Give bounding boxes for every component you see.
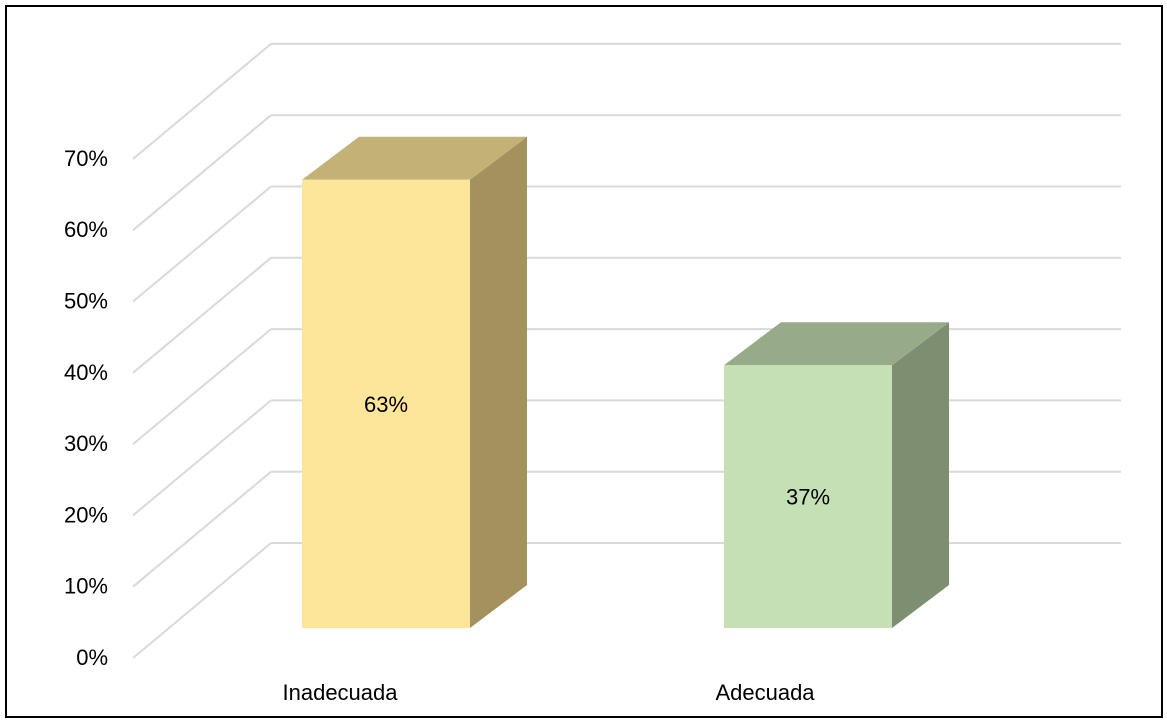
bar-front-face	[724, 365, 892, 628]
gridline-diagonal	[132, 114, 272, 231]
y-tick-label: 30%	[64, 431, 108, 456]
bar-top-face	[302, 136, 527, 180]
gridline-diagonal	[132, 257, 272, 374]
bar-top-face	[724, 322, 949, 366]
x-category-label: Adecuada	[715, 680, 815, 705]
gridlines	[132, 42, 1121, 659]
y-tick-label: 60%	[64, 217, 108, 242]
data-label: 37%	[786, 485, 830, 510]
gridline-diagonal	[132, 542, 272, 659]
y-tick-label: 70%	[64, 146, 108, 171]
x-axis-categories: Inadecuada Adecuada	[283, 680, 816, 705]
chart-frame	[5, 5, 1163, 718]
y-tick-label: 40%	[64, 360, 108, 385]
bar-side-face	[892, 322, 949, 628]
y-tick-label: 20%	[64, 502, 108, 527]
y-tick-label: 10%	[64, 574, 108, 599]
bar-adecuada: 37%	[724, 322, 949, 628]
gridline-diagonal	[132, 328, 272, 445]
y-tick-label: 0%	[76, 645, 108, 670]
bar-side-face	[470, 136, 527, 628]
data-label: 63%	[364, 392, 408, 417]
gridline-diagonal	[132, 43, 272, 160]
y-tick-label: 50%	[64, 289, 108, 314]
bar-front-face	[302, 179, 470, 628]
gridline-diagonal	[132, 185, 272, 303]
y-axis-ticks: 0% 10% 20% 30% 40% 50% 60% 70%	[64, 146, 108, 670]
gridline-diagonal	[132, 399, 272, 517]
gridline-diagonal	[132, 470, 272, 588]
x-category-label: Inadecuada	[283, 680, 399, 705]
bar-inadecuada: 63%	[302, 136, 527, 628]
bars: 63% 37%	[302, 136, 949, 628]
